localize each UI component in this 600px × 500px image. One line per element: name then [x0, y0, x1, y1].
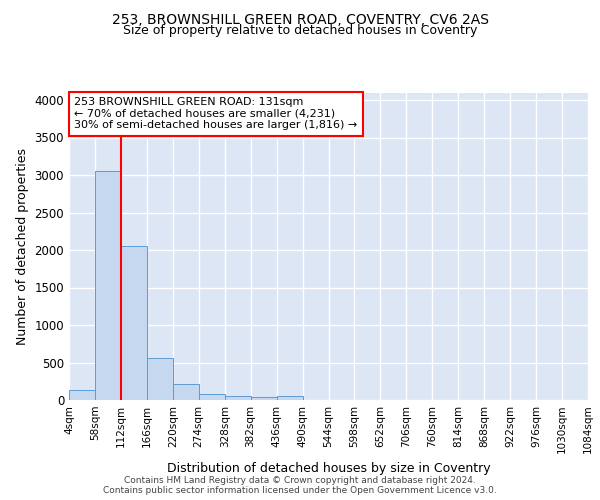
- Bar: [199, 394, 224, 400]
- Text: Size of property relative to detached houses in Coventry: Size of property relative to detached ho…: [123, 24, 477, 37]
- Bar: [251, 396, 277, 400]
- Bar: [69, 390, 95, 400]
- Bar: [173, 384, 199, 400]
- Text: 253 BROWNSHILL GREEN ROAD: 131sqm
← 70% of detached houses are smaller (4,231)
3: 253 BROWNSHILL GREEN ROAD: 131sqm ← 70% …: [74, 97, 358, 130]
- Y-axis label: Number of detached properties: Number of detached properties: [16, 148, 29, 345]
- Bar: [121, 246, 147, 400]
- Bar: [95, 171, 121, 400]
- Bar: [147, 358, 173, 400]
- X-axis label: Distribution of detached houses by size in Coventry: Distribution of detached houses by size …: [167, 462, 490, 475]
- Bar: [225, 396, 251, 400]
- Text: Contains HM Land Registry data © Crown copyright and database right 2024.
Contai: Contains HM Land Registry data © Crown c…: [103, 476, 497, 495]
- Bar: [277, 396, 302, 400]
- Text: 253, BROWNSHILL GREEN ROAD, COVENTRY, CV6 2AS: 253, BROWNSHILL GREEN ROAD, COVENTRY, CV…: [112, 12, 488, 26]
